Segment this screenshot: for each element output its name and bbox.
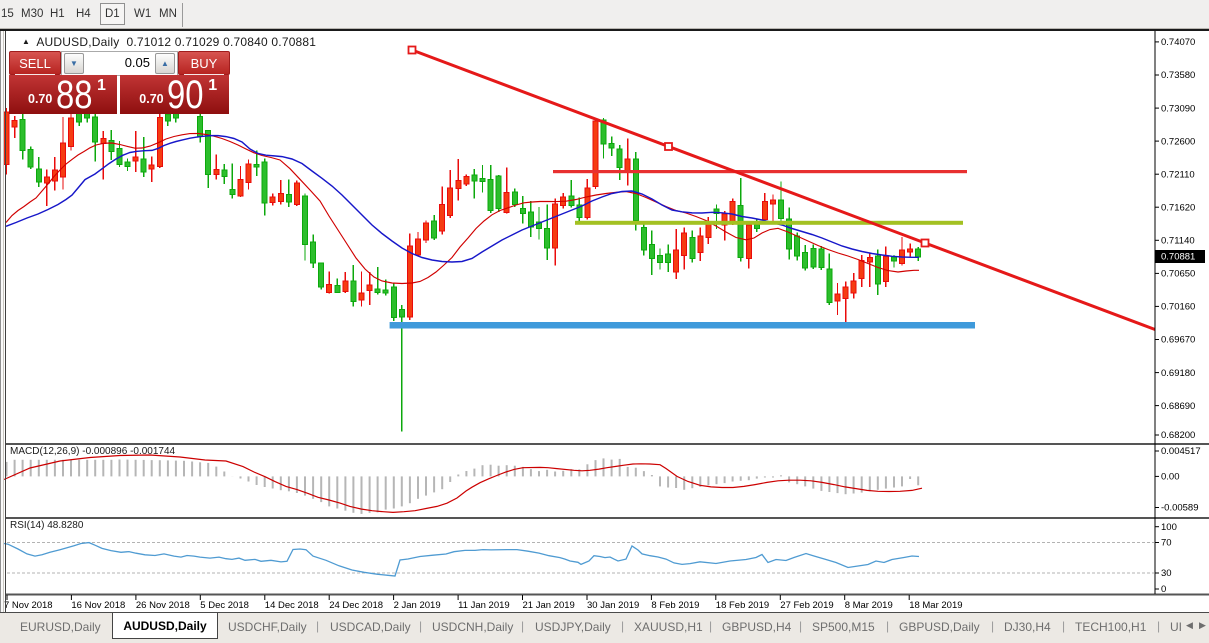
svg-text:14 Dec 2018: 14 Dec 2018	[265, 600, 319, 611]
svg-text:0.71620: 0.71620	[1161, 202, 1195, 213]
svg-text:0.004517: 0.004517	[1161, 446, 1201, 457]
svg-text:18 Mar 2019: 18 Mar 2019	[909, 600, 962, 611]
svg-text:-0.00589: -0.00589	[1161, 503, 1199, 514]
svg-text:0.69670: 0.69670	[1161, 335, 1195, 346]
svg-text:0.68690: 0.68690	[1161, 401, 1195, 412]
svg-text:8 Mar 2019: 8 Mar 2019	[845, 600, 893, 611]
svg-text:21 Jan 2019: 21 Jan 2019	[523, 600, 575, 611]
svg-text:0.69180: 0.69180	[1161, 368, 1195, 379]
svg-text:0: 0	[1161, 584, 1166, 595]
svg-text:5 Dec 2018: 5 Dec 2018	[200, 600, 249, 611]
svg-text:0.72600: 0.72600	[1161, 136, 1195, 147]
svg-text:100: 100	[1161, 522, 1177, 533]
svg-text:0.72110: 0.72110	[1161, 169, 1195, 180]
svg-text:0.74070: 0.74070	[1161, 37, 1195, 48]
svg-text:18 Feb 2019: 18 Feb 2019	[716, 600, 769, 611]
svg-text:8 Feb 2019: 8 Feb 2019	[651, 600, 699, 611]
svg-text:0.00: 0.00	[1161, 472, 1180, 483]
svg-text:11 Jan 2019: 11 Jan 2019	[458, 600, 510, 611]
svg-text:2 Jan 2019: 2 Jan 2019	[394, 600, 441, 611]
svg-text:16 Nov 2018: 16 Nov 2018	[71, 600, 125, 611]
svg-text:70: 70	[1161, 538, 1172, 549]
svg-text:26 Nov 2018: 26 Nov 2018	[136, 600, 190, 611]
svg-text:0.68200: 0.68200	[1161, 430, 1195, 441]
svg-text:0.70881: 0.70881	[1161, 252, 1195, 263]
svg-text:0.70160: 0.70160	[1161, 302, 1195, 313]
svg-text:24 Dec 2018: 24 Dec 2018	[329, 600, 383, 611]
svg-text:0.71140: 0.71140	[1161, 236, 1195, 247]
svg-text:30 Jan 2019: 30 Jan 2019	[587, 600, 639, 611]
svg-text:0.70650: 0.70650	[1161, 269, 1195, 280]
svg-text:30: 30	[1161, 568, 1172, 579]
svg-text:0.73580: 0.73580	[1161, 70, 1195, 81]
svg-text:27 Feb 2019: 27 Feb 2019	[780, 600, 833, 611]
svg-text:0.73090: 0.73090	[1161, 103, 1195, 114]
svg-text:7 Nov 2018: 7 Nov 2018	[4, 600, 53, 611]
